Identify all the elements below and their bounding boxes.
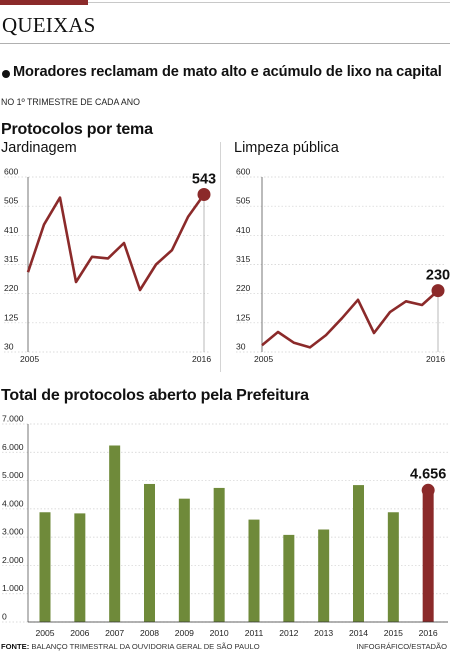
jardinagem-callout: 543 <box>192 172 216 188</box>
top-rule <box>0 2 450 3</box>
section-title-total: Total de protocolos aberto pela Prefeitu… <box>1 387 309 404</box>
subhead: NO 1º TRIMESTRE DE CADA ANO <box>1 97 140 107</box>
jardinagem-ytick-label: 315 <box>4 254 19 264</box>
jardinagem-series-line <box>26 193 206 292</box>
total-xtick-label: 2009 <box>175 628 194 638</box>
total-ytick-label: 6.000 <box>2 442 24 452</box>
total-bar <box>178 498 190 622</box>
total-bar <box>283 534 295 622</box>
total-bar <box>144 483 155 622</box>
total-xtick-label: 2007 <box>105 628 124 638</box>
total-bar <box>353 485 364 622</box>
jardinagem-ytick-label: 505 <box>4 196 19 206</box>
headline: Moradores reclamam de mato alto e acúmul… <box>13 64 442 80</box>
total-ytick-label: 2.000 <box>2 555 24 565</box>
total-xtick-label: 2005 <box>35 628 54 638</box>
panel-title-jardinagem: Jardinagem <box>1 140 77 156</box>
total-ytick-label: 0 <box>2 612 7 622</box>
total-bar <box>387 512 399 622</box>
total-bar <box>74 513 86 622</box>
total-callout: 4.656 <box>410 466 446 482</box>
section-title-themes: Protocolos por tema <box>1 121 153 138</box>
total-xtick-label: 2014 <box>349 628 368 638</box>
limpeza-ytick-label: 600 <box>236 167 251 177</box>
total-bar <box>422 490 434 622</box>
top-accent-bar <box>0 0 88 5</box>
jardinagem-xtick-label: 2016 <box>192 354 211 364</box>
panel-title-limpeza: Limpeza pública <box>234 140 339 156</box>
jardinagem-xtick-label: 2005 <box>20 354 39 364</box>
total-last-point <box>421 483 435 497</box>
total-bar <box>213 487 225 622</box>
total-ytick-label: 4.000 <box>2 498 24 508</box>
total-xtick-label: 2012 <box>279 628 298 638</box>
total-xtick-label: 2013 <box>314 628 333 638</box>
total-xtick-label: 2016 <box>419 628 438 638</box>
jardinagem-ytick-label: 410 <box>4 225 19 235</box>
source-label: FONTE: <box>1 642 30 651</box>
total-xtick-label: 2010 <box>210 628 229 638</box>
limpeza-xtick-label: 2016 <box>426 354 445 364</box>
credit: INFOGRÁFICO/ESTADÃO <box>356 642 447 651</box>
total-ytick-label: 7.000 <box>2 414 24 424</box>
panel-divider <box>220 142 221 372</box>
total-xtick-label: 2008 <box>140 628 159 638</box>
source-note: FONTE: BALANÇO TRIMESTRAL DA OUVIDORIA G… <box>1 642 260 651</box>
total-bar <box>39 512 51 622</box>
limpeza-series-line <box>261 289 439 349</box>
source-text: BALANÇO TRIMESTRAL DA OUVIDORIA GERAL DE… <box>31 642 260 651</box>
limpeza-ytick-label: 315 <box>236 254 251 264</box>
jardinagem-ytick-label: 600 <box>4 167 19 177</box>
bullet-icon <box>2 70 10 78</box>
limpeza-ytick-label: 410 <box>236 225 251 235</box>
total-ytick-label: 1.000 <box>2 583 24 593</box>
total-bar <box>248 519 260 622</box>
total-bar <box>318 529 330 622</box>
limpeza-ytick-label: 125 <box>236 312 251 322</box>
jardinagem-ytick-label: 30 <box>4 342 14 352</box>
jardinagem-ytick-label: 125 <box>4 312 19 322</box>
limpeza-last-point <box>431 284 445 298</box>
limpeza-ytick-label: 505 <box>236 196 251 206</box>
total-xtick-label: 2015 <box>384 628 403 638</box>
kicker-rule <box>0 43 450 44</box>
jardinagem-ytick-label: 220 <box>4 283 19 293</box>
limpeza-ytick-label: 30 <box>236 342 246 352</box>
total-ytick-label: 3.000 <box>2 527 24 537</box>
jardinagem-last-point <box>197 188 211 201</box>
total-xtick-label: 2011 <box>245 628 264 638</box>
total-bar <box>109 445 121 622</box>
kicker: QUEIXAS <box>2 13 96 37</box>
limpeza-ytick-label: 220 <box>236 283 251 293</box>
total-ytick-label: 5.000 <box>2 470 24 480</box>
limpeza-callout: 230 <box>426 268 450 284</box>
total-xtick-label: 2006 <box>70 628 89 638</box>
limpeza-xtick-label: 2005 <box>254 354 273 364</box>
